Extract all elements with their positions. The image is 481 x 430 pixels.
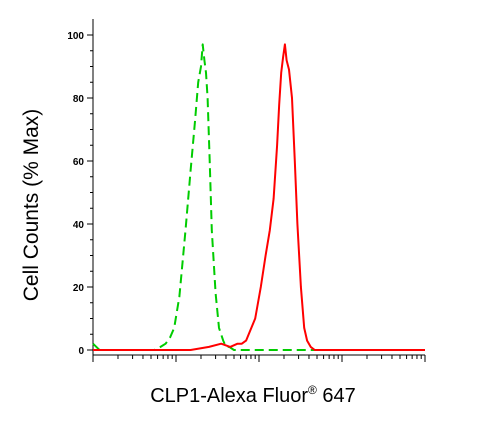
y-tick-label: 40 [73, 220, 85, 231]
ticks: 0 20 40 60 80 100 [67, 31, 426, 362]
series-red-solid-line [93, 43, 425, 351]
x-axis-label-sup: ® [308, 383, 317, 397]
axes [92, 19, 425, 356]
y-tick-label: 80 [73, 94, 85, 105]
y-axis-label: Cell Counts (% Max) [20, 109, 43, 302]
y-tick-label: 60 [73, 157, 85, 168]
series-green-dashed-line [92, 43, 425, 351]
y-tick-label: 20 [73, 283, 85, 294]
series-layer [92, 43, 425, 351]
y-tick-label: 0 [78, 346, 84, 357]
x-axis-label-main: CLP1-Alexa Fluor [150, 385, 308, 407]
x-axis-label-tail: 647 [317, 385, 356, 407]
y-tick-label: 100 [67, 31, 84, 42]
x-axis-label: CLP1-Alexa Fluor® 647 [150, 383, 356, 407]
